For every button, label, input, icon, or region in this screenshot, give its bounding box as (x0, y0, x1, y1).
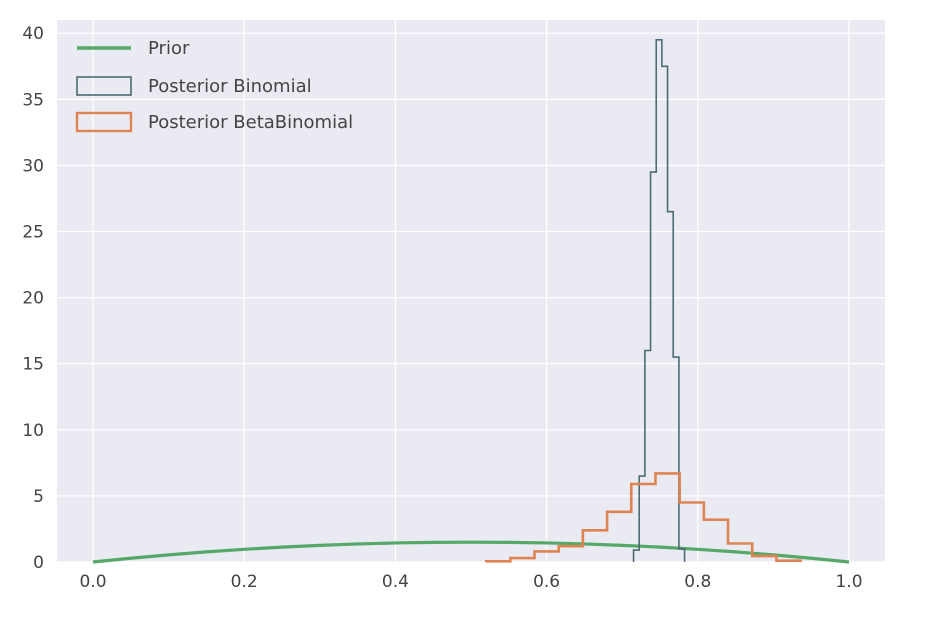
y-tick-label: 35 (22, 90, 44, 110)
legend-label: Posterior BetaBinomial (148, 112, 353, 133)
y-tick-label: 15 (22, 355, 44, 375)
tick-labels: 0.0 0.2 0.4 0.6 0.8 1.0 0 5 10 15 20 25 30 35 40 (22, 24, 862, 592)
x-tick-label: 0.2 (231, 572, 258, 592)
y-tick-label: 40 (22, 24, 44, 44)
x-tick-label: 0.8 (684, 572, 711, 592)
legend-label: Prior (148, 38, 190, 59)
x-tick-label: 0.4 (382, 572, 409, 592)
series-group (92, 39, 850, 564)
grid-lines (57, 20, 885, 563)
legend: Prior Posterior Binomial Posterior BetaBin… (75, 38, 353, 133)
x-tick-label: 1.0 (835, 572, 862, 592)
y-tick-label: 5 (33, 487, 44, 507)
plot-area (57, 20, 885, 562)
y-tick-label: 30 (22, 156, 44, 176)
series-line-prior (92, 540, 850, 564)
legend-swatch-posterior-binomial (76, 76, 132, 96)
series-step-posterior-betabinomial (484, 472, 802, 563)
legend-label: Posterior Binomial (148, 76, 312, 97)
legend-swatch-posterior-betabinomial (75, 111, 133, 133)
x-tick-label: 0.0 (79, 572, 106, 592)
y-tick-label: 20 (22, 289, 44, 309)
y-tick-label: 10 (22, 421, 44, 441)
x-tick-label: 0.6 (533, 572, 560, 592)
y-tick-label: 25 (22, 223, 44, 243)
y-tick-label: 0 (33, 553, 44, 573)
series-step-posterior-binomial (632, 39, 686, 562)
